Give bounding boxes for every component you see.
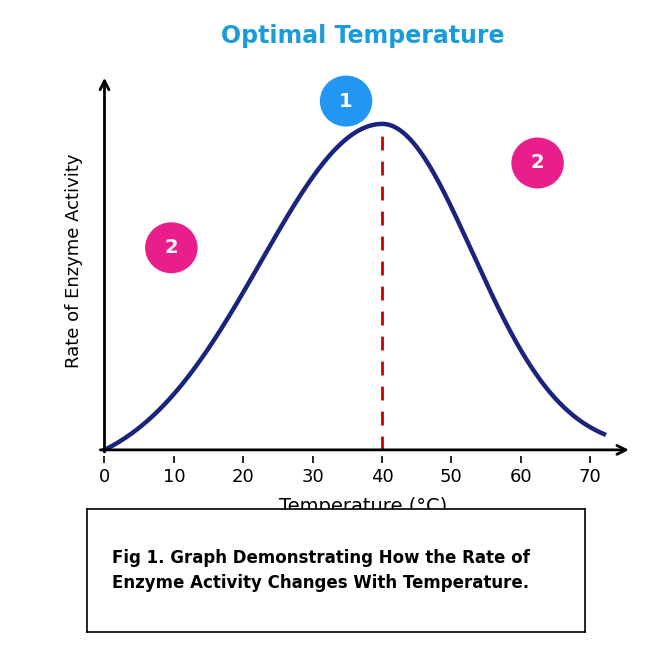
Text: Optimal Temperature: Optimal Temperature (221, 24, 505, 48)
Text: 2: 2 (531, 153, 544, 173)
Text: 1: 1 (339, 91, 353, 111)
X-axis label: Temperature (°C): Temperature (°C) (279, 497, 447, 516)
Text: Fig 1. Graph Demonstrating How the Rate of
Enzyme Activity Changes With Temperat: Fig 1. Graph Demonstrating How the Rate … (112, 549, 530, 592)
Y-axis label: Rate of Enzyme Activity: Rate of Enzyme Activity (65, 154, 83, 368)
Text: 2: 2 (165, 238, 178, 258)
